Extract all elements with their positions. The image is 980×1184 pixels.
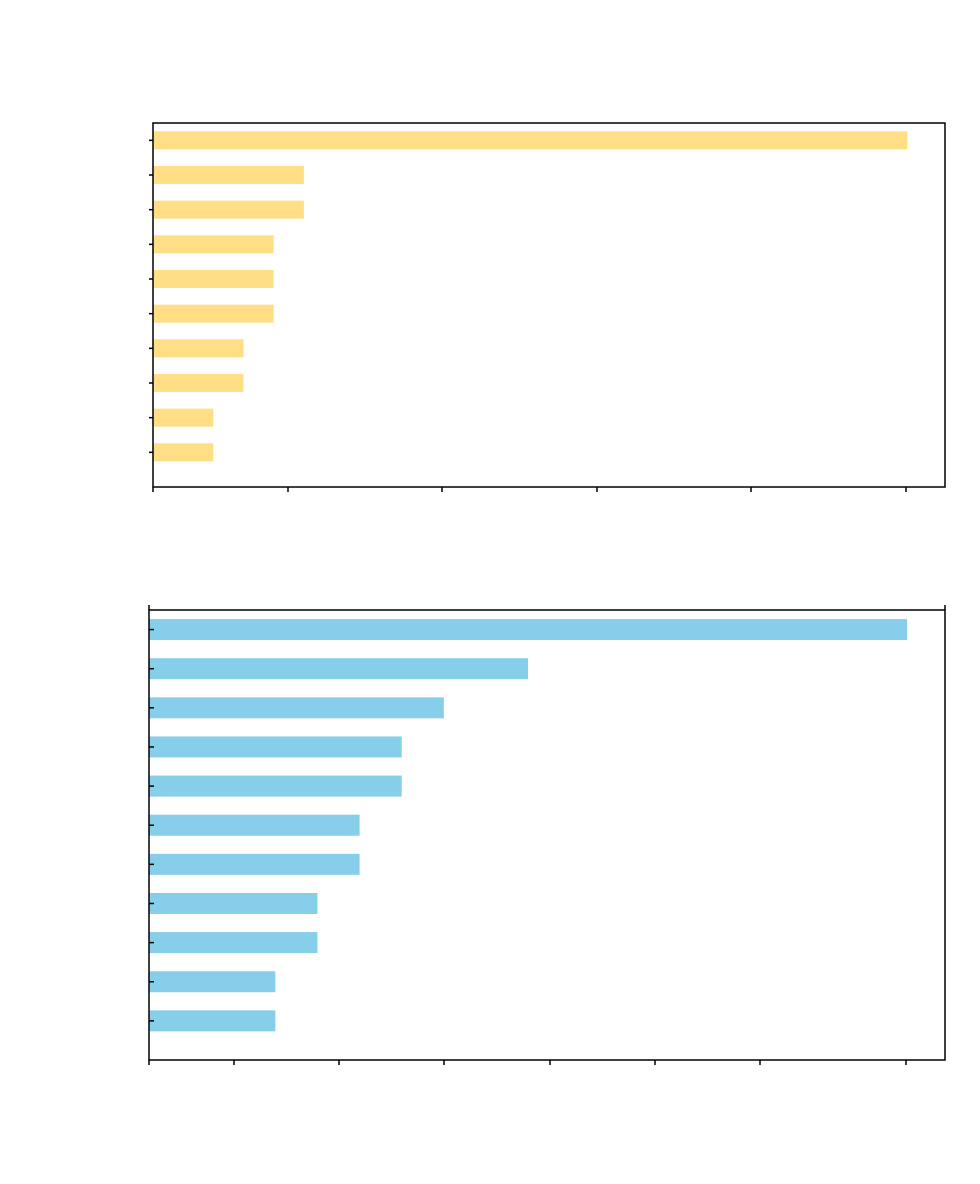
bar — [149, 775, 402, 797]
bar — [153, 443, 214, 462]
bar — [149, 932, 318, 954]
bar — [153, 131, 908, 150]
bar — [149, 814, 360, 836]
bar — [149, 853, 360, 875]
bar — [153, 270, 274, 288]
bottom-bar-chart — [148, 605, 946, 1065]
bar — [153, 374, 244, 392]
bar — [153, 408, 214, 427]
bar — [149, 619, 908, 641]
top-bar-chart — [149, 122, 946, 492]
bar — [149, 697, 444, 719]
bar — [153, 200, 304, 219]
bar — [153, 304, 274, 323]
bar — [153, 235, 274, 254]
bar — [153, 166, 304, 184]
bar — [149, 736, 402, 758]
bar — [149, 1010, 276, 1032]
bar — [149, 971, 276, 993]
plot-frame — [152, 122, 946, 488]
bar — [149, 892, 318, 914]
bar — [153, 339, 244, 358]
plot-frame — [148, 609, 946, 1061]
bar — [149, 658, 529, 680]
